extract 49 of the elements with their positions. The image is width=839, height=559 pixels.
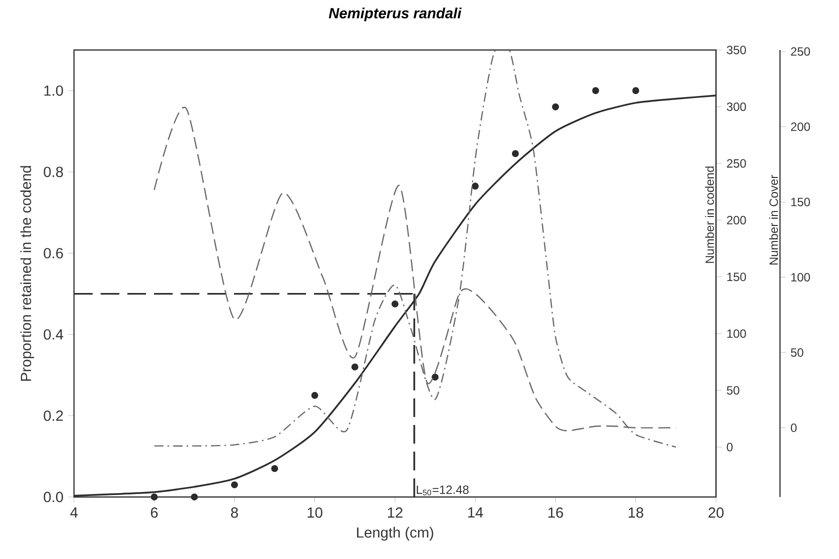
y-tick-label: 0.6: [44, 248, 63, 258]
y-tick-label: 0.8: [44, 166, 63, 178]
ref-line-label: L$_{50}$=12.48: [416, 485, 469, 496]
y2-tick-label: 150: [727, 272, 746, 282]
y-axis-title: Proportion retained in the codend: [20, 166, 34, 381]
point: [392, 300, 398, 308]
y3-axis-title: Number in Cover: [769, 175, 778, 265]
x-tick-label: 14: [468, 507, 483, 518]
point: [472, 182, 479, 190]
y2-axis-title: Number in codend: [705, 166, 714, 263]
y-tick-label: 0.4: [44, 329, 64, 340]
y2-tick-label: 300: [726, 102, 746, 111]
point: [231, 481, 238, 488]
x-axis-title: Length (cm): [357, 526, 434, 541]
y3-tick-label: 0: [790, 423, 797, 432]
y2-tick-label: 50: [726, 386, 740, 395]
y2-tick-label: 100: [727, 329, 746, 338]
y-tick-label: 0.0: [44, 492, 64, 502]
x-tick-label: 12: [388, 507, 402, 518]
y2-tick-label: 250: [727, 159, 746, 168]
point: [512, 150, 519, 158]
y3-tick-label: 150: [791, 198, 810, 206]
point: [351, 363, 358, 370]
chart-title: Nemipterus randali: [328, 8, 462, 22]
y2-tick-label: 350: [726, 46, 746, 54]
point: [150, 494, 158, 500]
point: [432, 374, 439, 381]
x-tick-label: 20: [708, 507, 724, 518]
x-tick-label: 16: [548, 507, 564, 518]
y-tick-label: 0.2: [44, 410, 63, 421]
y3-tick-label: 100: [791, 272, 810, 282]
y2-tick-label: 0: [726, 442, 733, 452]
x-tick-label: 8: [231, 507, 238, 518]
y-tick-label: 1.0: [44, 85, 64, 96]
point: [632, 87, 640, 94]
y3-tick-label: 250: [791, 47, 810, 56]
point: [592, 87, 600, 94]
y3-tick-label: 50: [790, 348, 804, 357]
point: [311, 392, 318, 399]
x-tick-label: 10: [308, 507, 322, 518]
x-tick-label: 4: [70, 507, 78, 518]
line-series: [154, 50, 676, 448]
y3-tick-label: 200: [791, 122, 810, 131]
x-tick-label: 6: [150, 507, 158, 518]
point: [190, 494, 198, 500]
point: [271, 465, 278, 472]
point: [552, 103, 559, 110]
x-tick-label: 18: [628, 507, 644, 518]
y2-tick-label: 200: [727, 216, 746, 224]
